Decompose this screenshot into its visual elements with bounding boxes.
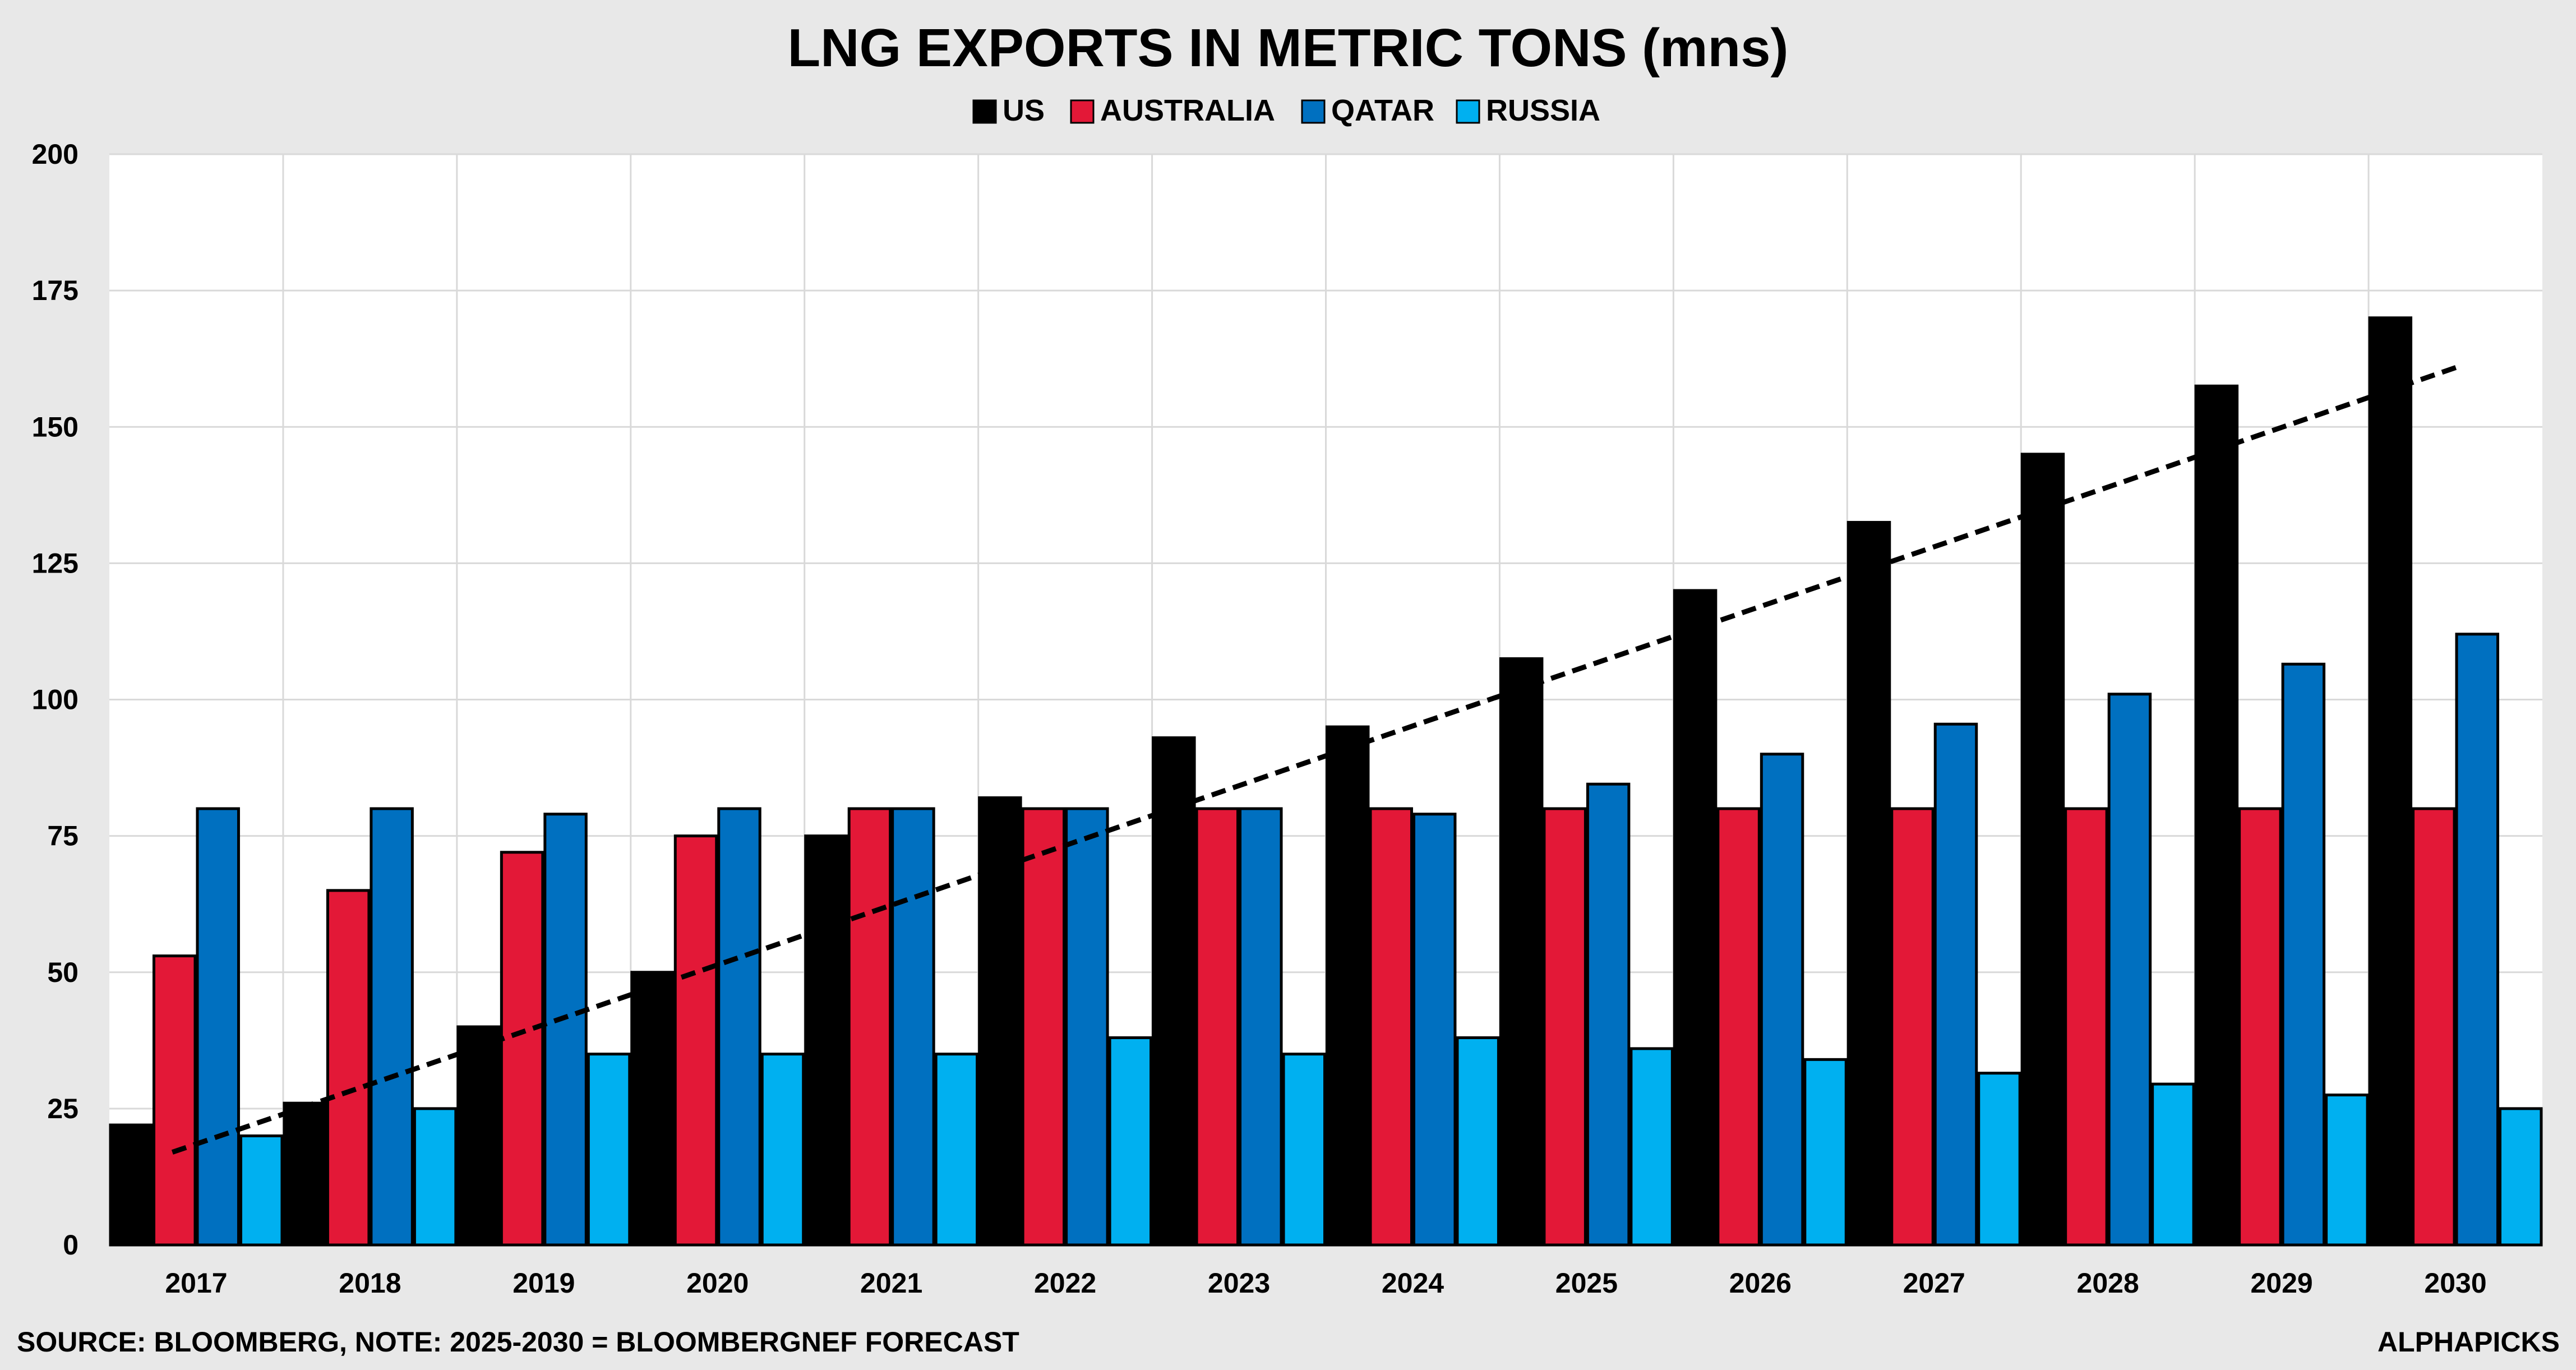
bar-russia-2018: [413, 1107, 458, 1247]
x-tick-label: 2025: [1555, 1267, 1618, 1299]
x-tick-label: 2028: [2077, 1267, 2139, 1299]
bar-australia-2017: [152, 954, 197, 1247]
bar-us-2027: [1846, 520, 1891, 1247]
x-tick-label: 2018: [339, 1267, 401, 1299]
y-tick-label: 150: [32, 411, 79, 442]
x-tick-label: 2030: [2424, 1267, 2486, 1299]
y-tick-label: 175: [32, 275, 79, 306]
y-tick-label: 125: [32, 547, 79, 579]
legend-swatch-qatar: [1301, 99, 1326, 124]
bar-us-2026: [1673, 589, 1718, 1247]
bar-russia-2019: [587, 1053, 631, 1247]
bar-us-2020: [630, 971, 675, 1247]
bar-qatar-2029: [2281, 662, 2326, 1247]
bar-australia-2020: [673, 834, 718, 1247]
bar-russia-2030: [2499, 1107, 2543, 1247]
bar-qatar-2024: [1412, 813, 1457, 1247]
bar-us-2025: [1499, 657, 1544, 1247]
x-tick-label: 2019: [513, 1267, 575, 1299]
x-tick-label: 2023: [1208, 1267, 1270, 1299]
bar-qatar-2028: [2107, 693, 2152, 1247]
bar-qatar-2030: [2455, 633, 2500, 1247]
bar-qatar-2027: [1933, 722, 1978, 1247]
y-tick-label: 25: [47, 1093, 79, 1124]
bar-qatar-2020: [717, 807, 761, 1247]
bar-us-2022: [978, 796, 1022, 1247]
bar-australia-2025: [1543, 807, 1587, 1247]
bar-russia-2017: [239, 1134, 284, 1247]
bar-russia-2025: [1629, 1047, 1674, 1247]
bar-russia-2021: [934, 1053, 979, 1247]
bar-qatar-2021: [891, 807, 935, 1247]
bar-australia-2029: [2238, 807, 2282, 1247]
bar-qatar-2018: [370, 807, 414, 1247]
y-axis: 0 25 50 75 100 125 150 175 200: [32, 139, 79, 1261]
bar-russia-2027: [1977, 1072, 2021, 1247]
legend-label-australia: AUSTRALIA: [1100, 94, 1275, 127]
y-tick-label: 75: [47, 820, 79, 852]
bar-russia-2020: [760, 1053, 805, 1247]
x-tick-label: 2022: [1034, 1267, 1096, 1299]
legend-swatch-us: [972, 99, 997, 124]
bar-australia-2027: [1890, 807, 1935, 1247]
x-axis: 2017 2018 2019 2020 2021 2022 2023 2024 2025 2026…: [165, 1267, 2486, 1299]
x-tick-label: 2029: [2250, 1267, 2312, 1299]
bars: [109, 316, 2543, 1247]
source-note: SOURCE: BLOOMBERG, NOTE: 2025-2030 = BLO…: [17, 1326, 1019, 1358]
y-tick-label: 50: [47, 957, 79, 988]
chart-title: LNG EXPORTS IN METRIC TONS (mns): [788, 18, 1789, 78]
bar-australia-2026: [1716, 807, 1761, 1247]
bar-russia-2028: [2151, 1082, 2195, 1247]
bar-qatar-2017: [196, 807, 240, 1247]
y-tick-label: 100: [32, 684, 79, 716]
bar-us-2030: [2368, 316, 2413, 1247]
bar-us-2028: [2020, 453, 2065, 1247]
bar-us-2023: [1152, 736, 1196, 1247]
legend-label-us: US: [1003, 94, 1045, 127]
bar-australia-2019: [500, 851, 544, 1247]
bar-australia-2022: [1021, 807, 1066, 1247]
y-tick-label: 200: [32, 139, 79, 170]
brand-label: ALPHAPICKS: [2378, 1326, 2560, 1358]
bar-australia-2030: [2412, 807, 2456, 1247]
bar-russia-2024: [1456, 1036, 1500, 1247]
bar-australia-2023: [1195, 807, 1240, 1247]
bar-russia-2026: [1803, 1058, 1848, 1247]
legend-swatch-australia: [1070, 99, 1095, 124]
bar-us-2018: [283, 1101, 327, 1247]
bar-qatar-2019: [543, 813, 588, 1247]
bar-australia-2024: [1369, 807, 1413, 1247]
bar-qatar-2026: [1760, 753, 1804, 1247]
x-tick-label: 2017: [165, 1267, 227, 1299]
bar-qatar-2022: [1065, 807, 1109, 1247]
x-tick-label: 2020: [686, 1267, 749, 1299]
bar-russia-2022: [1108, 1036, 1153, 1247]
bar-australia-2018: [326, 889, 371, 1247]
y-tick-label: 0: [63, 1229, 79, 1261]
x-tick-label: 2026: [1729, 1267, 1792, 1299]
legend: US AUSTRALIA QATAR RUSSIA: [972, 94, 1600, 127]
x-tick-label: 2024: [1382, 1267, 1444, 1299]
bar-us-2029: [2194, 384, 2239, 1247]
bar-qatar-2025: [1586, 782, 1631, 1247]
legend-label-qatar: QATAR: [1331, 94, 1434, 127]
bar-russia-2029: [2325, 1094, 2369, 1247]
bar-australia-2028: [2064, 807, 2108, 1247]
x-tick-label: 2021: [860, 1267, 922, 1299]
bar-qatar-2023: [1239, 807, 1283, 1247]
x-tick-label: 2027: [1903, 1267, 1965, 1299]
legend-label-russia: RUSSIA: [1486, 94, 1600, 127]
legend-swatch-russia: [1456, 99, 1480, 124]
bar-russia-2023: [1282, 1053, 1326, 1247]
bar-us-2019: [456, 1025, 501, 1247]
bar-us-2024: [1326, 725, 1370, 1247]
bar-us-2017: [109, 1123, 153, 1247]
bar-us-2021: [804, 834, 848, 1247]
bar-australia-2021: [847, 807, 892, 1247]
